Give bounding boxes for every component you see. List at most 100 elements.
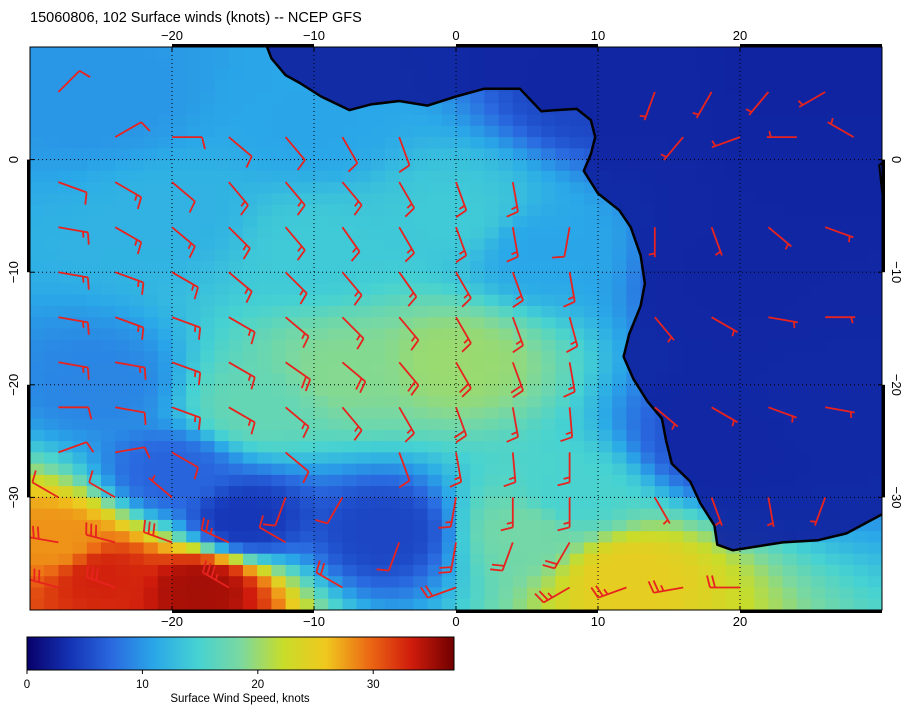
speed-cell — [30, 58, 45, 71]
speed-cell — [243, 182, 258, 194]
speed-cell — [456, 542, 471, 555]
speed-cell — [669, 486, 684, 498]
speed-cell — [484, 351, 500, 363]
speed-cell — [385, 362, 400, 375]
speed-cell — [697, 508, 713, 521]
colorbar-scale — [26, 636, 455, 671]
speed-cell — [569, 508, 585, 521]
speed-cell — [328, 294, 343, 307]
speed-cell — [314, 114, 329, 127]
speed-cell — [129, 441, 145, 453]
speed-cell — [285, 114, 301, 127]
speed-cell — [356, 519, 372, 532]
speed-cell — [299, 193, 315, 206]
speed-cell — [285, 159, 301, 172]
barb-feather — [455, 254, 467, 264]
speed-cell — [157, 148, 173, 161]
speed-cell — [512, 328, 528, 341]
speed-cell — [115, 159, 130, 172]
barb-feather — [193, 467, 199, 480]
speed-cell — [285, 260, 301, 273]
wind-barb — [228, 316, 256, 345]
speed-cell — [427, 564, 443, 577]
wind-barb — [542, 541, 571, 570]
speed-cell — [115, 598, 130, 610]
speed-cell — [583, 137, 599, 149]
speed-cell — [200, 215, 216, 228]
speed-cell — [441, 339, 457, 352]
speed-cell — [157, 441, 173, 453]
frame-band-right — [882, 384, 885, 498]
speed-cell — [200, 182, 216, 194]
speed-cell — [512, 215, 528, 228]
speed-cell — [58, 92, 74, 104]
speed-cell — [143, 508, 159, 521]
speed-cell — [555, 486, 571, 498]
speed-cell — [853, 587, 869, 600]
speed-cell — [555, 508, 571, 521]
speed-cell — [257, 317, 272, 330]
speed-cell — [257, 227, 272, 240]
speed-cell — [314, 148, 329, 161]
speed-cell — [228, 339, 244, 352]
speed-cell — [314, 407, 329, 420]
speed-cell — [86, 373, 102, 386]
speed-cell — [243, 249, 258, 262]
speed-cell — [754, 542, 769, 555]
speed-cell — [370, 137, 386, 149]
wind-barb — [455, 181, 468, 218]
barb-staff — [341, 226, 361, 253]
speed-cell — [58, 125, 74, 138]
speed-cell — [456, 148, 471, 161]
speed-cell — [328, 587, 343, 600]
speed-cell — [385, 407, 400, 420]
speed-cell — [399, 542, 414, 555]
speed-cell — [186, 418, 201, 431]
barb-half-feather — [511, 205, 518, 211]
speed-cell — [44, 238, 59, 251]
speed-cell — [186, 519, 201, 532]
speed-cell — [72, 204, 88, 217]
speed-cell — [385, 283, 400, 296]
speed-cell — [186, 452, 201, 465]
speed-cell — [541, 396, 556, 408]
speed-cell — [44, 531, 59, 544]
speed-cell — [470, 396, 485, 408]
speed-cell — [356, 429, 372, 442]
speed-cell — [825, 576, 840, 589]
wind-barb — [506, 407, 519, 443]
speed-cell — [101, 125, 116, 138]
barb-staff — [388, 542, 401, 571]
wind-barb — [58, 226, 90, 245]
barb-feather — [79, 70, 91, 78]
speed-cell — [30, 193, 45, 206]
speed-cell — [243, 238, 258, 251]
speed-cell — [498, 182, 514, 194]
speed-cell — [342, 328, 358, 341]
speed-cell — [299, 587, 315, 600]
barb-half-feather — [547, 592, 553, 599]
speed-cell — [115, 125, 130, 138]
speed-cell — [441, 125, 457, 138]
speed-cell — [413, 418, 429, 431]
speed-cell — [72, 103, 88, 116]
speed-cell — [427, 407, 443, 420]
speed-cell — [314, 519, 329, 532]
speed-cell — [243, 418, 258, 431]
barb-feather — [490, 568, 503, 572]
speed-cell — [512, 137, 528, 149]
speed-cell — [299, 396, 315, 408]
speed-cell — [157, 80, 173, 93]
speed-cell — [271, 564, 287, 577]
barb-half-feather — [354, 200, 360, 207]
speed-cell — [314, 328, 329, 341]
speed-cell — [129, 508, 145, 521]
speed-cell — [370, 249, 386, 262]
speed-cell — [796, 587, 812, 600]
speed-cell — [470, 182, 485, 194]
speed-cell — [541, 553, 556, 566]
speed-cell — [512, 519, 528, 532]
barb-half-feather — [82, 276, 85, 283]
speed-cell — [271, 227, 287, 240]
speed-cell — [299, 441, 315, 453]
